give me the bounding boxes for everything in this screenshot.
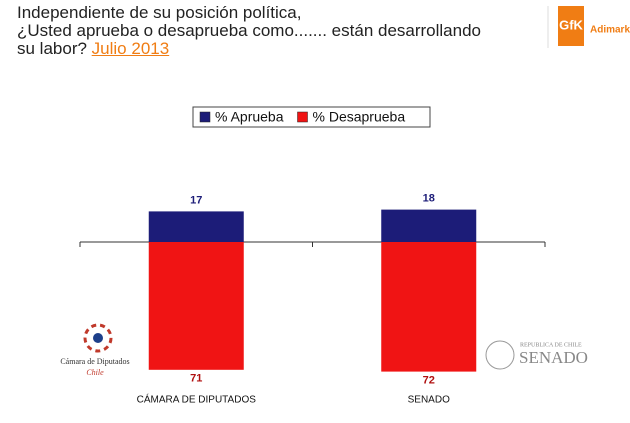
x-tick-label: SENADO [408,395,450,406]
senado-logo: SENADO [519,348,588,367]
legend-swatch [199,111,211,123]
camara-country: Chile [86,368,104,377]
x-tick-label: CÁMARA DE DIPUTADOS [137,393,257,406]
bar [148,211,244,242]
title: Independiente de su posición política, ¿U… [17,4,481,58]
gfk-logo: GfK [559,17,583,32]
data-label: 18 [423,193,435,205]
data-label: 17 [190,194,202,206]
bar [148,242,244,370]
gfk-logo-box [558,6,584,46]
bar [381,209,477,242]
bar [381,242,477,372]
senado-country: REPUBLICA DE CHILE [520,342,582,348]
legend-swatch [297,111,308,123]
title-line: Independiente de su posición política, [17,3,302,22]
data-label: 71 [190,373,202,385]
legend-label: % Desaprueba [313,109,406,125]
title-line: su labor? [17,39,87,58]
title-line: ¿Usted aprueba o desaprueba como....... … [17,21,482,40]
subtitle: Julio 2013 [91,39,170,58]
senado-emblem [485,340,515,370]
camara-emblem [83,323,113,353]
data-label: 72 [423,375,435,387]
adimark-logo: Adimark [590,25,630,36]
camara-logo: Cámara de Diputados [60,357,129,366]
camara-emblem-center [93,333,103,343]
legend-label: % Aprueba [215,109,284,125]
legend-box [192,106,431,128]
